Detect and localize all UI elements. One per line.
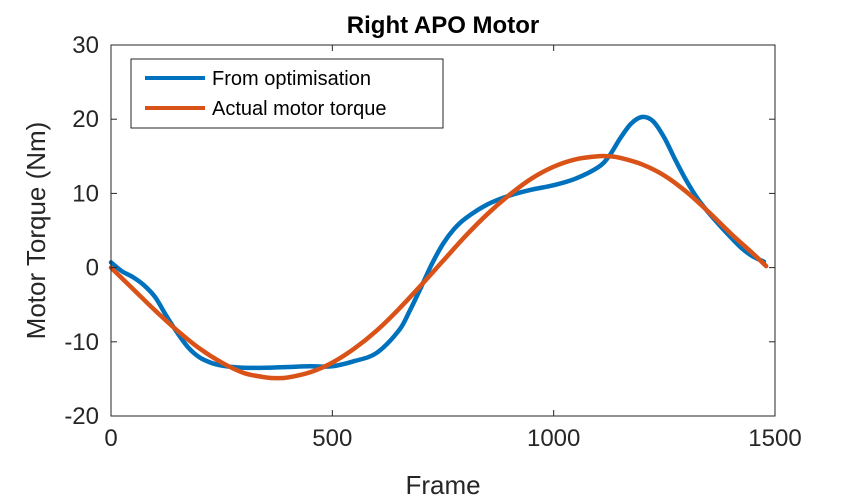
plot-area-frame	[110, 44, 776, 417]
y-tick-label: 20	[72, 106, 99, 133]
x-tick-label: 1000	[527, 425, 580, 452]
series-line-from-optimisation	[108, 114, 767, 371]
series-line-actual-motor-torque	[108, 153, 769, 381]
legend-box	[130, 58, 444, 129]
chart-title: Right APO Motor	[347, 12, 539, 39]
axis-ticks: 0 500 1000 1500 -20 -10 0 10 20 30	[64, 32, 801, 452]
x-tick-label: 1500	[748, 425, 801, 452]
y-axis-title: Motor Torque (Nm)	[21, 122, 51, 340]
legend: From optimisation Actual motor torque	[130, 58, 444, 129]
y-tick-label: -10	[64, 329, 99, 356]
y-tick-label: 30	[72, 32, 99, 59]
y-tick-label: 0	[86, 255, 99, 282]
legend-label-actual-motor-torque: Actual motor torque	[212, 98, 387, 120]
legend-label-from-optimisation: From optimisation	[212, 68, 371, 90]
x-tick-label: 500	[312, 425, 352, 452]
x-axis-title: Frame	[405, 470, 480, 500]
y-tick-label: -20	[64, 403, 99, 430]
y-tick-label: 10	[72, 180, 99, 207]
x-tick-label: 0	[104, 425, 117, 452]
plot-lines	[108, 114, 769, 381]
